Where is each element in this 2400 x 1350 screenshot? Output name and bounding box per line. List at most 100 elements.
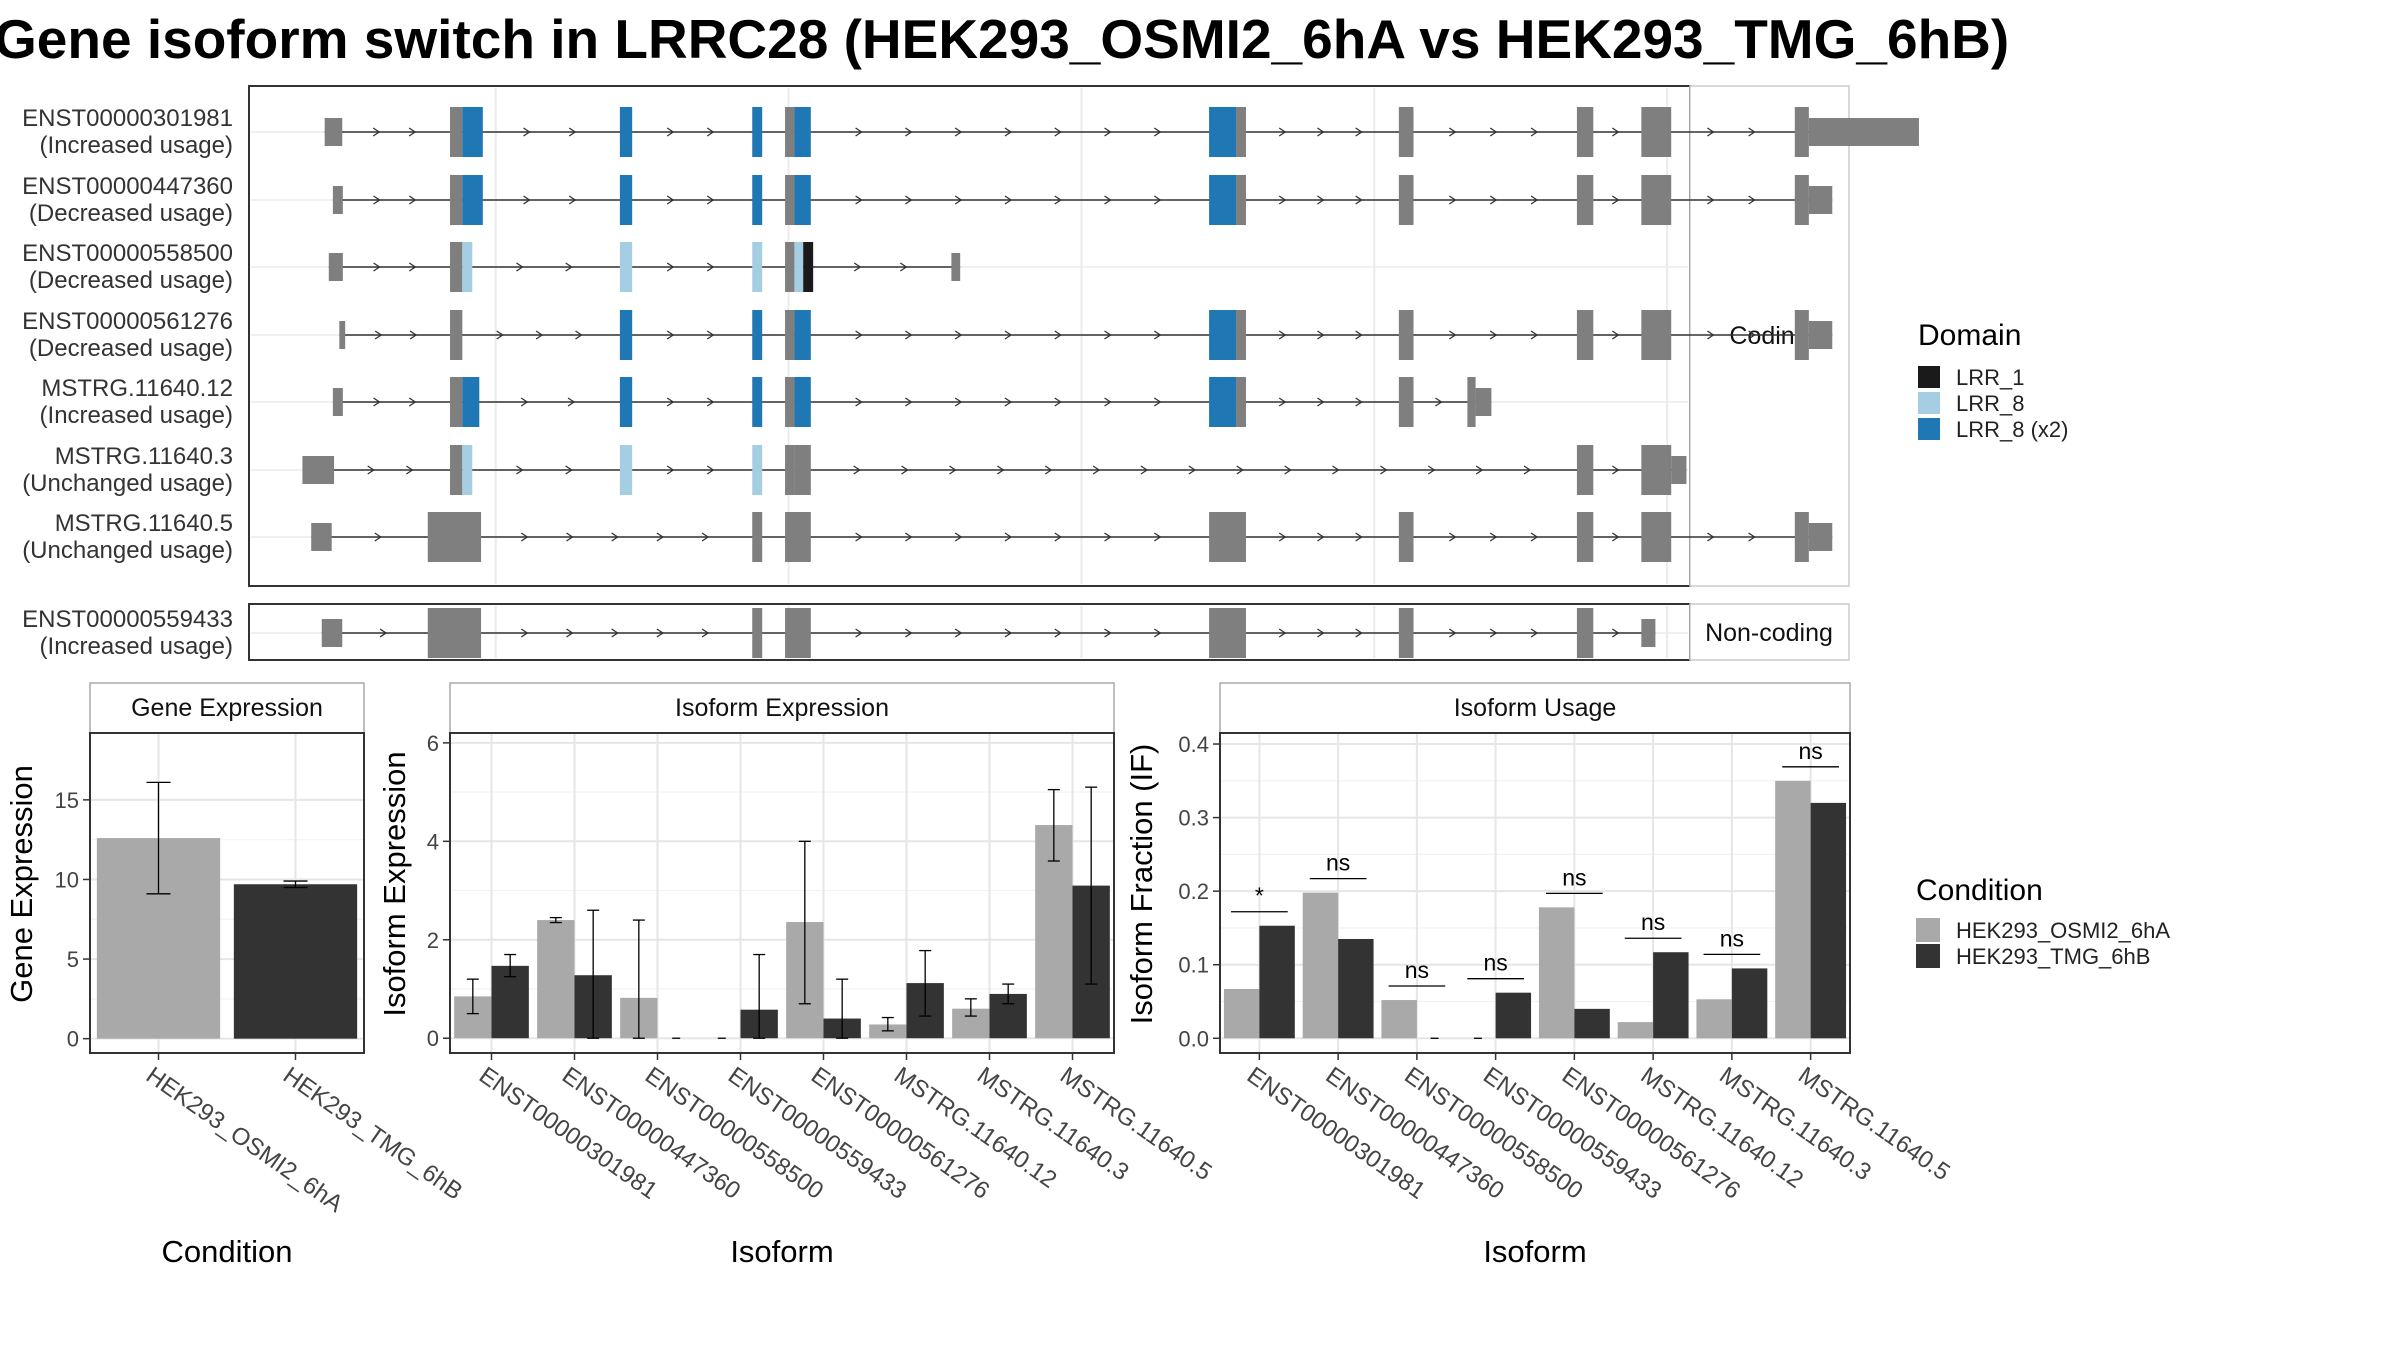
- exon: [462, 242, 473, 292]
- transcript-id-label: MSTRG.11640.5: [55, 510, 233, 537]
- bar-MSTRG.11640.5-HEK293_OSMI2_6hA: [1775, 780, 1811, 1039]
- intron-arrow: [1435, 397, 1443, 407]
- y-tick-label: 0.1: [1178, 953, 1209, 978]
- bar-ENST00000558500-HEK293_OSMI2_6hA: [1381, 1000, 1417, 1039]
- intron-arrow: [1188, 465, 1197, 475]
- bar-MSTRG.11640.12-HEK293_TMG_6hB: [1653, 952, 1689, 1039]
- intron-arrow: [373, 262, 381, 272]
- transcript-track: MSTRG.11640.3(Unchanged usage): [22, 443, 1687, 497]
- exon: [450, 310, 463, 360]
- transcript-id-label: ENST00000447360: [22, 173, 233, 200]
- intron-arrow: [1475, 465, 1484, 475]
- exon: [785, 310, 795, 360]
- intron-arrow: [520, 397, 529, 407]
- transcript-id-label: ENST00000301981: [22, 105, 233, 132]
- isoform-expression-strip: [449, 682, 1115, 734]
- intron-arrow: [1104, 397, 1112, 407]
- noncoding-strip: [1689, 603, 1850, 661]
- intron-arrow: [1355, 330, 1363, 340]
- intron-arrow: [1317, 532, 1325, 542]
- intron-arrow: [905, 628, 913, 638]
- intron-arrow: [706, 330, 715, 340]
- intron-arrow: [566, 532, 574, 542]
- intron-arrow: [949, 465, 957, 475]
- legend-swatch-lrr8: [1918, 392, 1940, 414]
- intron-arrow: [1611, 330, 1620, 340]
- intron-arrow: [1748, 127, 1756, 137]
- exon: [619, 445, 633, 495]
- exon: [1576, 445, 1594, 495]
- intron-arrow: [1611, 127, 1620, 137]
- bar-ENST00000301981-HEK293_OSMI2_6hA: [1223, 989, 1260, 1039]
- intron-arrow: [1278, 195, 1287, 205]
- intron-arrow: [1489, 195, 1498, 205]
- intron-arrow: [523, 127, 531, 137]
- transcript-track: ENST00000559433(Increased usage): [22, 606, 1656, 660]
- significance-label: ns: [1562, 864, 1586, 890]
- intron-arrow: [1707, 532, 1715, 542]
- intron-arrow: [1104, 330, 1112, 340]
- exon: [1808, 186, 1833, 214]
- exon: [752, 310, 763, 360]
- exon: [785, 175, 795, 225]
- exon: [752, 175, 763, 225]
- exon: [794, 377, 811, 427]
- gene-expression-xlabel: Condition: [162, 1234, 293, 1269]
- intron-arrow: [954, 628, 963, 638]
- intron-arrow: [855, 127, 863, 137]
- intron-arrow: [568, 127, 577, 137]
- legend-label-osmi2: HEK293_OSMI2_6hA: [1956, 918, 2170, 943]
- intron-arrow: [1317, 127, 1325, 137]
- y-tick-label: 5: [67, 947, 79, 972]
- bar-MSTRG.11640.3-HEK293_OSMI2_6hA: [1696, 999, 1732, 1039]
- intron-arrow: [1004, 195, 1013, 205]
- exon: [450, 175, 463, 225]
- exon: [619, 377, 633, 427]
- isoform-expression-xlabel: Isoform: [730, 1234, 833, 1269]
- exon: [1236, 107, 1246, 157]
- intron-arrow: [520, 532, 529, 542]
- intron-arrow: [1355, 628, 1363, 638]
- transcript-usage-label: (Decreased usage): [29, 200, 233, 227]
- intron-arrow: [1448, 330, 1457, 340]
- exon: [1794, 512, 1809, 562]
- transcript-track: ENST00000447360(Decreased usage): [22, 173, 1833, 227]
- x-tick-label: MSTRG.11640.5: [1055, 1062, 1217, 1186]
- exon: [1209, 175, 1237, 225]
- transcript-usage-label: (Unchanged usage): [22, 470, 233, 497]
- bar-ENST00000301981-HEK293_TMG_6hB: [491, 965, 529, 1039]
- isoform-usage-panel: Isoform Usage Isoform Isoform Fraction (…: [1124, 682, 1955, 1269]
- exon: [1794, 107, 1809, 157]
- intron-arrow: [1054, 628, 1062, 638]
- y-tick-label: 0: [427, 1026, 439, 1051]
- noncoding-strip-label: Non-coding: [1705, 619, 1833, 647]
- intron-arrow: [1153, 195, 1162, 205]
- intron-arrow: [1317, 330, 1325, 340]
- intron-arrow: [1707, 127, 1715, 137]
- intron-arrow: [567, 397, 576, 407]
- exon: [785, 608, 811, 658]
- exon: [324, 118, 343, 146]
- exon: [752, 242, 763, 292]
- legend-label-lrr8: LRR_8: [1956, 391, 2024, 416]
- domain-legend: Domain LRR_1 LRR_8 LRR_8 (x2): [1918, 319, 2068, 442]
- intron-arrow: [1153, 628, 1162, 638]
- exon: [1794, 175, 1809, 225]
- plot-border: [89, 732, 365, 1054]
- legend-swatch-tmg: [1916, 944, 1940, 968]
- intron-arrow: [1707, 195, 1715, 205]
- exon: [1209, 377, 1237, 427]
- intron-arrow: [701, 628, 710, 638]
- intron-arrow: [1611, 532, 1620, 542]
- exon: [951, 253, 961, 281]
- intron-arrow: [855, 532, 863, 542]
- y-tick-label: 4: [427, 829, 439, 854]
- exon: [332, 388, 343, 416]
- exon: [1209, 512, 1222, 562]
- intron-arrow: [1092, 465, 1101, 475]
- exon: [1576, 608, 1594, 658]
- exon: [1398, 608, 1414, 658]
- exon: [450, 445, 463, 495]
- intron-arrow: [656, 532, 665, 542]
- intron-arrow: [706, 397, 715, 407]
